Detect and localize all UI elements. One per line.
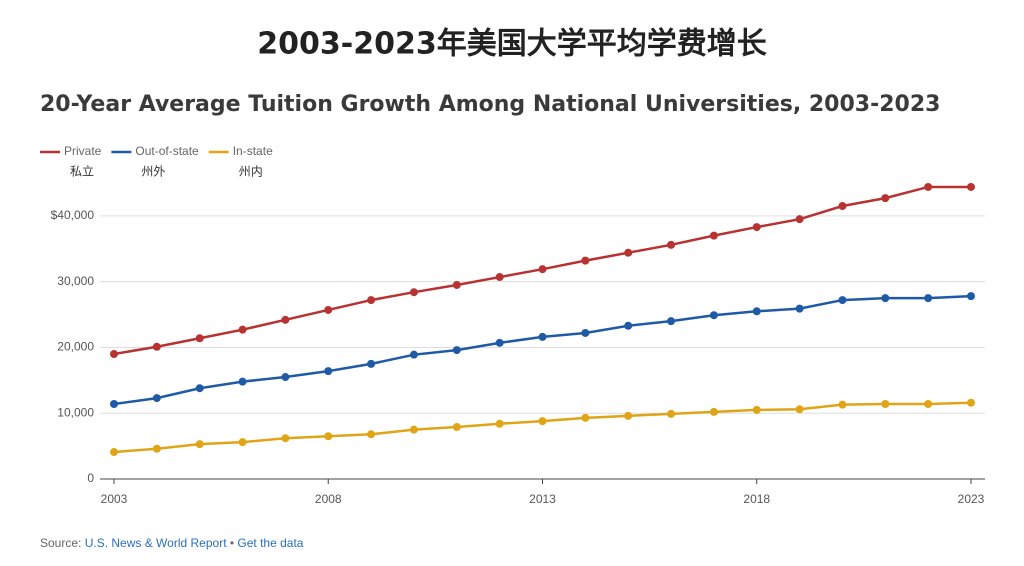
data-point [152, 394, 161, 403]
data-point [452, 346, 461, 355]
data-point [495, 419, 504, 428]
data-point [752, 405, 761, 414]
chart-title: 20-Year Average Tuition Growth Among Nat… [40, 92, 940, 117]
data-link[interactable]: Get the data [237, 536, 303, 550]
data-point [667, 409, 676, 418]
data-point [967, 182, 975, 191]
data-point [881, 194, 890, 203]
data-point [752, 307, 761, 316]
data-point [581, 328, 590, 337]
data-point [110, 350, 118, 359]
data-point [624, 248, 633, 257]
data-point [795, 215, 804, 224]
data-point [838, 296, 847, 305]
data-point [838, 202, 847, 211]
data-point [367, 430, 376, 439]
legend-label-zh: 州外 [141, 165, 165, 179]
data-point [709, 407, 718, 416]
data-point [538, 417, 547, 426]
x-tick-label: 2003 [101, 492, 128, 506]
legend-label: In-state [233, 144, 273, 158]
data-point [924, 294, 933, 303]
legend-label-zh: 私立 [70, 164, 94, 179]
data-point [924, 400, 933, 409]
data-point [281, 373, 290, 382]
data-point [110, 448, 118, 457]
data-point [709, 231, 718, 240]
y-tick-label: 30,000 [57, 274, 94, 288]
page-title: 2003-2023年美国大学平均学费增长 [257, 27, 766, 62]
x-tick-label: 2018 [743, 492, 770, 506]
data-point [281, 434, 290, 443]
data-point [795, 405, 804, 414]
data-point [324, 305, 333, 314]
y-tick-label: 0 [87, 471, 94, 485]
data-point [667, 240, 676, 249]
x-tick-label: 2013 [529, 492, 556, 506]
source-publisher[interactable]: U.S. News & World Report [85, 536, 227, 550]
data-point [967, 398, 975, 407]
y-tick-label: 10,000 [57, 405, 94, 419]
data-point [624, 321, 633, 330]
data-point [367, 359, 376, 368]
source: Source: U.S. News & World Report • Get t… [40, 536, 304, 550]
data-point [152, 342, 161, 351]
y-tick-label: $40,000 [51, 208, 95, 222]
data-point [152, 444, 161, 453]
data-point [709, 311, 718, 320]
data-point [324, 432, 333, 441]
source-separator: • [230, 536, 234, 550]
series-line [113, 294, 972, 406]
data-point [409, 350, 418, 359]
data-point [881, 400, 890, 409]
data-point [795, 304, 804, 313]
data-point [924, 182, 933, 191]
data-point [752, 223, 761, 232]
data-point [495, 273, 504, 282]
data-point [581, 256, 590, 265]
x-tick-label: 2008 [315, 492, 342, 506]
legend-label: Private [64, 144, 102, 158]
source-label: Source: [40, 536, 81, 550]
data-point [238, 377, 247, 386]
data-point [281, 315, 290, 324]
data-point [881, 294, 890, 303]
data-point [538, 265, 547, 274]
x-tick-label: 2023 [958, 492, 985, 506]
data-point [452, 280, 461, 289]
data-point [624, 411, 633, 420]
legend-label-zh: 州内 [239, 165, 263, 179]
data-point [324, 367, 333, 376]
data-point [452, 423, 461, 432]
data-point [838, 400, 847, 409]
y-tick-label: 20,000 [57, 340, 94, 354]
data-point [238, 325, 247, 334]
data-point [195, 384, 204, 393]
data-point [195, 440, 204, 449]
data-point [667, 317, 676, 326]
data-point [238, 438, 247, 447]
data-point [110, 400, 118, 409]
data-point [367, 296, 376, 305]
data-point [495, 338, 504, 347]
data-point [967, 292, 975, 301]
legend-label: Out-of-state [135, 144, 199, 158]
data-point [581, 413, 590, 422]
data-point [195, 334, 204, 343]
data-point [409, 288, 418, 297]
data-point [409, 425, 418, 434]
data-point [538, 332, 547, 341]
